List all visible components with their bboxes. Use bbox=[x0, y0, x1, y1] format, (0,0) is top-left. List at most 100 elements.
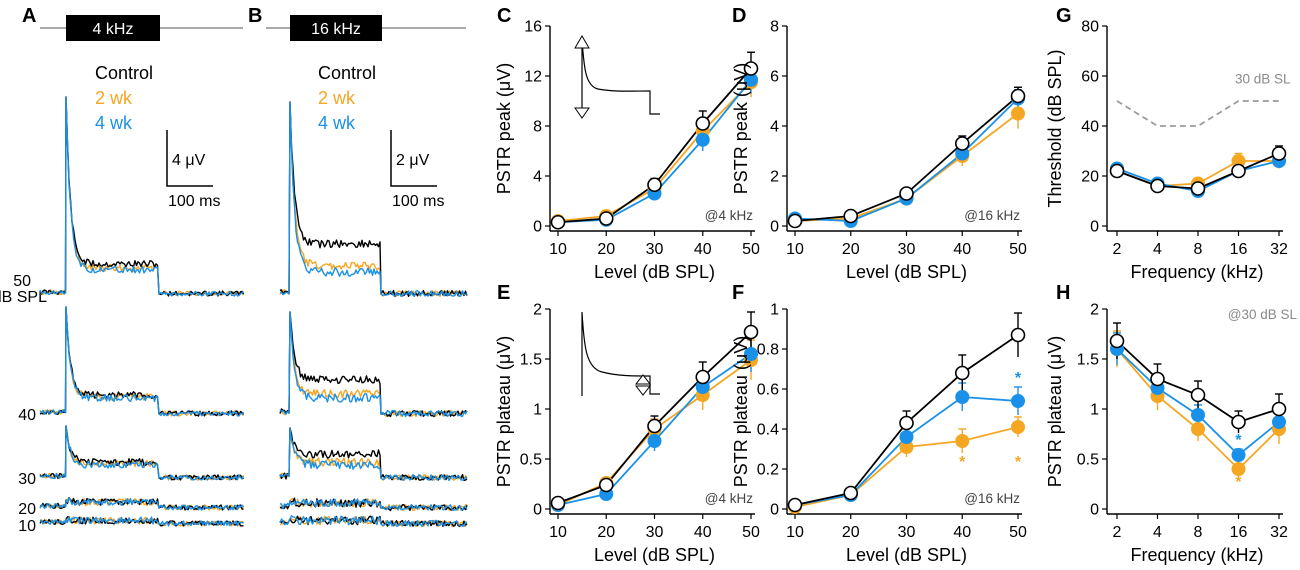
level-label-30: 30 bbox=[18, 471, 36, 488]
x-tick-label: 30 bbox=[646, 241, 664, 258]
y-tick-label: 0 bbox=[770, 502, 779, 519]
x-tick-label: 8 bbox=[1194, 524, 1203, 541]
panel-b: B 16 kHz Control 2 wk 4 wk 2 μV 100 ms bbox=[248, 5, 468, 528]
panel-h: H 0 0.5 1 1.5 2 2 4 8 16 32 Frequency (kHz) PSTR pl… bbox=[1045, 282, 1297, 565]
stimulus-label: 4 kHz bbox=[93, 21, 134, 38]
x-axis-label: Level (dB SPL) bbox=[846, 545, 967, 565]
y-axis-label: Threshold (dB SPL) bbox=[1045, 49, 1065, 207]
trace-4wk bbox=[279, 427, 468, 482]
data-point-control bbox=[954, 365, 970, 381]
panel-label-b: B bbox=[248, 5, 262, 27]
panel-label-c: C bbox=[497, 5, 511, 27]
scale-time-label: 100 ms bbox=[168, 193, 220, 210]
annotation: @4 kHz bbox=[705, 491, 753, 506]
data-point-control bbox=[695, 116, 711, 131]
x-tick-label: 4 bbox=[1153, 524, 1162, 541]
y-tick-label: 0 bbox=[770, 219, 779, 236]
panel-d: D 0 2 4 6 8 10 20 30 40 50 Level (dB SPL) PSTR peak… bbox=[731, 5, 1027, 282]
y-tick-label: 1.5 bbox=[520, 352, 542, 369]
y-axis-label: PSTR peak (μV) bbox=[731, 63, 751, 194]
x-tick-label: 20 bbox=[597, 524, 615, 541]
data-point-2wk bbox=[1011, 420, 1025, 434]
data-point-control bbox=[743, 324, 759, 340]
trace-4wk bbox=[279, 515, 468, 528]
y-tick-label: 8 bbox=[770, 19, 779, 36]
data-point-control bbox=[598, 477, 614, 493]
y-tick-label: 0.8 bbox=[757, 342, 779, 359]
reference-line-30db-sl bbox=[1116, 100, 1279, 127]
data-point-control bbox=[954, 136, 970, 151]
panel-c: C 0 4 8 12 16 10 20 30 40 50 Level (dB SPL) PSTR pe… bbox=[494, 5, 760, 282]
x-tick-label: 10 bbox=[549, 524, 567, 541]
x-axis-label: Level (dB SPL) bbox=[594, 545, 715, 565]
level-label-20: 20 bbox=[18, 501, 36, 518]
data-point-control bbox=[695, 369, 711, 385]
scale-bar bbox=[390, 130, 437, 187]
trace-4wk bbox=[39, 306, 245, 417]
data-point-control bbox=[787, 497, 803, 513]
data-point-control bbox=[1190, 387, 1206, 403]
y-tick-label: 0.5 bbox=[520, 452, 542, 469]
y-tick-label: 1 bbox=[770, 302, 779, 319]
y-tick-label: 40 bbox=[1081, 119, 1099, 136]
trace-4wk bbox=[39, 96, 244, 297]
data-point-control bbox=[899, 186, 914, 201]
y-tick-label: 1.5 bbox=[1077, 352, 1099, 369]
panel-label-f: F bbox=[732, 282, 744, 304]
data-point-4wk bbox=[647, 434, 662, 448]
scale-amplitude-label: 4 μV bbox=[172, 152, 206, 169]
data-point-control bbox=[787, 213, 803, 229]
panel-a: A 4 kHz Control 2 wk 4 wk 4 μV 100 ms 50… bbox=[0, 5, 245, 535]
x-tick-label: 50 bbox=[1009, 241, 1027, 258]
data-point-control bbox=[1109, 163, 1125, 179]
level-label-50: 50 bbox=[13, 273, 31, 290]
stimulus-inset bbox=[581, 311, 660, 396]
y-tick-label: 20 bbox=[1081, 169, 1099, 186]
data-point-control bbox=[843, 485, 859, 501]
data-point-control bbox=[1271, 401, 1287, 417]
data-point-2wk bbox=[955, 434, 970, 448]
trace-4wk bbox=[39, 516, 244, 527]
significance-marker: * bbox=[1015, 370, 1022, 387]
annotation: @16 kHz bbox=[964, 208, 1020, 223]
y-axis-label: PSTR plateau (μV) bbox=[1045, 336, 1065, 487]
significance-marker: * bbox=[959, 454, 966, 471]
traces-b bbox=[279, 101, 468, 528]
y-tick-label: 0 bbox=[533, 502, 542, 519]
trace-control bbox=[279, 427, 468, 482]
y-tick-label: 2 bbox=[770, 169, 779, 186]
traces-a bbox=[39, 96, 245, 527]
y-tick-label: 6 bbox=[770, 69, 779, 86]
data-point-control bbox=[1271, 146, 1287, 161]
legend-4wk: 4 wk bbox=[95, 113, 133, 133]
x-tick-label: 40 bbox=[694, 524, 712, 541]
data-point-control bbox=[1231, 414, 1246, 430]
annotation: @16 kHz bbox=[964, 491, 1020, 506]
x-tick-label: 40 bbox=[953, 524, 971, 541]
legend-2wk: 2 wk bbox=[95, 88, 133, 108]
legend-2wk: 2 wk bbox=[318, 88, 356, 108]
y-tick-label: 80 bbox=[1081, 19, 1099, 36]
significance-marker: * bbox=[1235, 432, 1242, 449]
y-axis-label: PSTR plateau (μV) bbox=[731, 336, 751, 487]
trace-2wk bbox=[39, 425, 245, 481]
data-point-control bbox=[647, 177, 662, 193]
data-point-4wk bbox=[744, 347, 758, 361]
x-axis-label: Level (dB SPL) bbox=[846, 262, 967, 282]
significance-marker: * bbox=[1015, 454, 1022, 471]
y-axis-label: PSTR peak (μV) bbox=[494, 63, 514, 194]
data-point-control bbox=[598, 211, 614, 226]
annotation: 30 dB SL bbox=[1235, 72, 1291, 87]
stimulus-bar bbox=[290, 15, 382, 41]
trace-control bbox=[39, 496, 244, 511]
trace-control bbox=[279, 311, 468, 418]
data-point-4wk bbox=[955, 390, 970, 404]
x-tick-label: 40 bbox=[694, 241, 712, 258]
panel-label-a: A bbox=[22, 5, 36, 27]
trace-2wk bbox=[279, 311, 468, 418]
level-label-40: 40 bbox=[18, 407, 36, 424]
y-tick-label: 0.4 bbox=[757, 422, 779, 439]
y-tick-label: 1 bbox=[533, 402, 542, 419]
panel-label-d: D bbox=[732, 5, 746, 27]
